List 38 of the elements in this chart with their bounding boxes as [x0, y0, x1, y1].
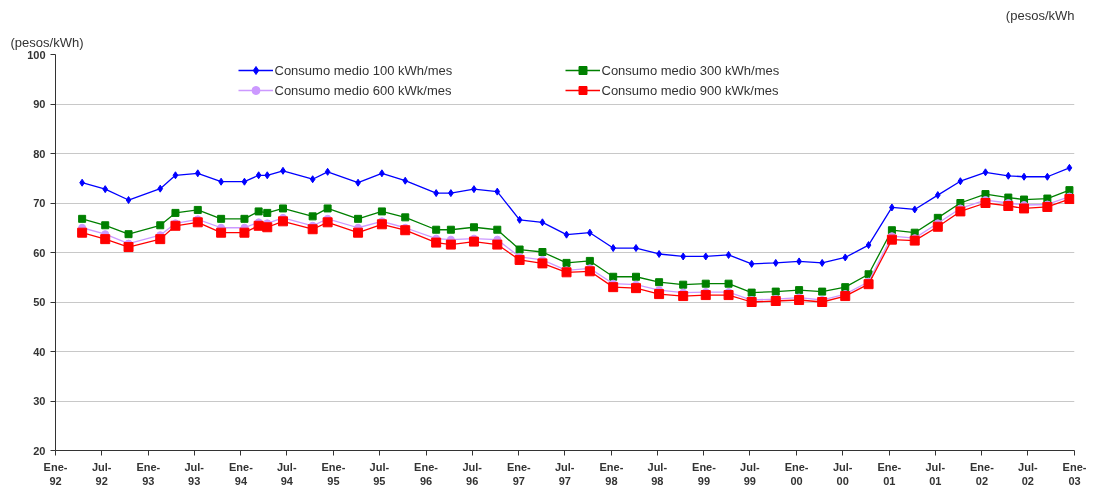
y-tick-label: 90 — [33, 98, 46, 110]
x-tick-label: Jul- 00 — [832, 460, 853, 487]
x-tick-label: Ene- 92 — [43, 460, 68, 487]
x-tick-label: Ene- 00 — [784, 460, 809, 487]
legend-label: Consumo medio 600 kWk/mes — [274, 82, 453, 98]
x-tick-label: Jul- 92 — [91, 460, 112, 487]
x-tick-label: Jul- 98 — [647, 460, 668, 487]
x-tick-label: Ene- 01 — [877, 460, 902, 487]
y-axis-title: (pesos/kWh) — [10, 34, 84, 50]
x-tick-label: Jul- 97 — [554, 460, 575, 487]
x-tick-label: Jul- 01 — [925, 460, 946, 487]
y-tick-label: 30 — [33, 395, 46, 407]
text: (pesos/kWh — [1005, 7, 1075, 23]
x-tick-label: Ene- 93 — [136, 460, 161, 487]
x-tick-label: Ene- 95 — [321, 460, 346, 487]
legend-label: Consumo medio 300 kWh/mes — [601, 62, 781, 78]
x-tick-label: Jul- 96 — [462, 460, 483, 487]
x-tick-label: Jul- 94 — [277, 460, 297, 487]
x-tick-label: Ene- 02 — [970, 460, 995, 487]
x-tick-label: Ene- 97 — [506, 460, 532, 487]
x-tick-label: Ene- 99 — [692, 460, 717, 487]
y-tick-label: 60 — [33, 246, 46, 259]
legend-label: Consumo medio 100 kWh/mes — [274, 62, 454, 78]
y-tick-label: 70 — [33, 197, 46, 209]
x-tick-label: Ene- 03 — [1062, 460, 1087, 487]
x-tick-label: Jul- 99 — [740, 460, 760, 487]
y-tick-label: 40 — [33, 345, 46, 358]
x-tick-label: Jul- 93 — [184, 460, 205, 487]
x-tick-label: Jul- 02 — [1018, 460, 1038, 487]
y-tick-label: 80 — [33, 147, 46, 160]
x-tick-label: Ene- 96 — [414, 460, 439, 487]
x-tick-label: Ene- 94 — [228, 460, 254, 487]
y-tick-label: 50 — [33, 296, 46, 308]
x-tick-label: Ene- 98 — [599, 460, 624, 487]
y-tick-label: 20 — [33, 444, 46, 457]
legend-label: Consumo medio 900 kWk/mes — [601, 82, 780, 98]
y-tick-label: 100 — [27, 48, 46, 61]
x-tick-label: Jul- 95 — [369, 460, 390, 487]
